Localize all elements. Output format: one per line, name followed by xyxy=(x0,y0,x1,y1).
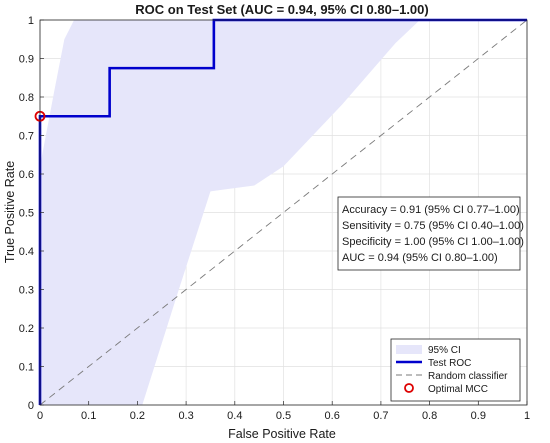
legend-random-label: Random classifier xyxy=(428,371,508,382)
stats-box: Accuracy = 0.91 (95% CI 0.77–1.00) Sensi… xyxy=(337,196,524,271)
x-tick-label: 0.4 xyxy=(227,410,242,422)
random-classifier-path xyxy=(39,19,528,406)
y-tick-label: 0.1 xyxy=(19,362,34,374)
y-tick-label: 0.5 xyxy=(19,208,34,220)
x-tick-label: 0.8 xyxy=(422,410,437,422)
chart-title: ROC on Test Set (AUC = 0.94, 95% CI 0.80… xyxy=(135,2,428,17)
legend-roc-label: Test ROC xyxy=(428,358,471,369)
legend-mcc-swatch xyxy=(404,383,414,393)
stats-box-frame xyxy=(337,196,521,271)
y-tick-label: 0 xyxy=(28,400,34,412)
x-tick-label: 0.6 xyxy=(325,410,340,422)
y-tick-label: 0.3 xyxy=(19,285,34,297)
y-tick-label: 0.6 xyxy=(19,169,34,181)
ci-band xyxy=(40,20,420,405)
stats-auc: AUC = 0.94 (95% CI 0.80–1.00) xyxy=(342,252,498,264)
x-axis-label: False Positive Rate xyxy=(228,427,336,441)
x-tick-label: 0.1 xyxy=(81,410,96,422)
x-tick-label: 0.2 xyxy=(130,410,145,422)
stats-specificity: Specificity = 1.00 (95% CI 1.00–1.00) xyxy=(342,236,524,248)
legend-mcc-label: Optimal MCC xyxy=(428,384,488,395)
y-tick-label: 1 xyxy=(28,15,34,27)
y-tick-label: 0.8 xyxy=(19,92,34,104)
x-axis-ticks: 0 0.1 0.2 0.3 0.4 0.5 0.6 0.7 0.8 0.9 1 xyxy=(37,401,530,422)
legend-ci-label: 95% CI xyxy=(428,345,461,356)
legend-ci-swatch xyxy=(396,345,422,354)
x-tick-label: 0.9 xyxy=(471,410,486,422)
x-tick-label: 1 xyxy=(524,410,530,422)
legend: 95% CI Test ROC Random classifier Optima… xyxy=(390,338,521,402)
random-classifier-line xyxy=(39,19,528,406)
x-tick-label: 0.7 xyxy=(373,410,388,422)
y-axis-ticks: 0 0.1 0.2 0.3 0.4 0.5 0.6 0.7 0.8 0.9 1 xyxy=(19,15,44,412)
y-tick-label: 0.9 xyxy=(19,54,34,66)
y-tick-label: 0.7 xyxy=(19,131,34,143)
y-axis-label: True Positive Rate xyxy=(3,161,17,263)
x-tick-label: 0 xyxy=(37,410,43,422)
ci-band-area xyxy=(40,20,420,405)
x-tick-label: 0.5 xyxy=(276,410,291,422)
x-tick-label: 0.3 xyxy=(178,410,193,422)
y-tick-label: 0.2 xyxy=(19,323,34,335)
y-tick-label: 0.4 xyxy=(19,246,34,258)
stats-accuracy: Accuracy = 0.91 (95% CI 0.77–1.00) xyxy=(342,204,520,216)
stats-sensitivity: Sensitivity = 0.75 (95% CI 0.40–1.00) xyxy=(342,220,524,232)
